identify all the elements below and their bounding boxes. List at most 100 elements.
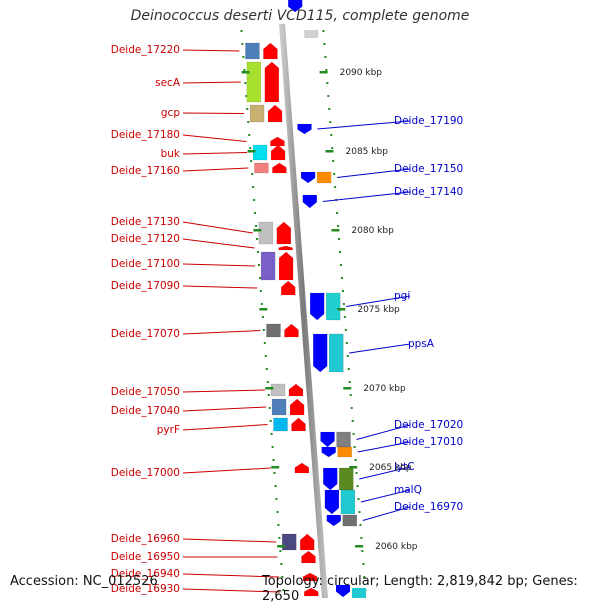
scale-tick [343,387,352,390]
gene-box [270,383,286,397]
tick-dot [273,472,276,474]
scale-tick [259,308,268,311]
forward-gene-arrow [278,245,293,251]
tick-dot [336,212,339,214]
gene-label: Deide_16940 [111,568,180,580]
gene-connector [337,168,411,178]
tick-dot [244,82,247,84]
tick-dot [264,355,267,357]
gene-box [336,431,351,448]
tick-dot [363,576,366,578]
tick-dot [345,342,348,344]
gene-label: Deide_17130 [111,216,180,228]
gene-connector [317,120,411,130]
tick-dot [255,225,258,227]
forward-gene-arrow [302,572,318,582]
tick-dot [257,264,260,266]
tick-dot [254,212,257,214]
gene-box [266,323,281,338]
forward-gene-arrow [267,104,283,123]
tick-dot [256,238,259,240]
tick-dot [270,433,273,435]
gene-connector [182,467,271,474]
gene-box [254,162,269,174]
gene-connector [182,406,267,412]
gene-box [316,171,332,184]
tick-dot [325,69,328,71]
tick-dot [343,316,346,318]
gene-connector [182,538,277,543]
forward-gene-arrow [278,251,294,281]
scale-tick [325,150,334,153]
gene-label: Deide_17020 [394,419,463,431]
gene-connector [356,424,411,440]
gene-label: Deide_16960 [111,533,180,545]
tick-dot [259,290,262,292]
gene-box [273,417,288,432]
gene-connector [182,238,255,249]
tick-dot [326,82,329,84]
gene-box [337,446,352,458]
tick-dot [258,277,261,279]
forward-gene-arrow [270,136,285,147]
forward-gene-arrow [264,61,280,103]
tick-dot [324,56,327,58]
reverse-gene-arrow [297,123,312,135]
tick-dot [333,173,336,175]
gene-box [339,467,354,491]
gene-box [328,333,344,373]
tick-dot [360,537,363,539]
tick-dot [330,134,333,136]
tick-dot [322,30,325,32]
scale-tick [331,229,340,232]
scale-tick [355,545,364,548]
scale-tick [247,150,256,153]
gene-box [340,489,356,515]
accession-text: Accession: NC_012526 [10,574,158,589]
forward-gene-arrow [301,550,316,564]
gene-connector [182,573,280,578]
tick-dot [250,160,253,162]
tick-dot [328,108,331,110]
tick-dot [329,121,332,123]
scale-tick [319,71,328,74]
reverse-gene-arrow [312,333,328,373]
reverse-gene-arrow [335,584,351,598]
gene-connector [182,112,245,114]
scale-label: 2080 kbp [351,226,394,236]
gene-label: Deide_17160 [111,165,180,177]
gene-label: malQ [394,484,422,496]
tick-dot [245,95,248,97]
tick-dot [271,446,274,448]
gene-label: pgi [394,290,410,302]
gene-label: Deide_16970 [394,501,463,513]
gene-box [246,61,262,103]
tick-dot [339,264,342,266]
gene-label: Deide_17150 [394,163,463,175]
gene-connector [182,285,258,289]
gene-box [258,221,274,245]
tick-dot [332,160,335,162]
scale-tick [265,387,274,390]
gene-box [249,104,265,123]
tick-dot [350,407,353,409]
scale-tick [277,545,286,548]
tick-dot [277,524,280,526]
tick-dot [253,199,256,201]
tick-dot [263,342,266,344]
gene-label: Deide_17100 [111,258,180,270]
gene-label: Deide_17010 [394,436,463,448]
tick-dot [342,303,345,305]
tick-dot [341,290,344,292]
scale-tick [253,229,262,232]
scale-tick [349,466,358,469]
scale-label: 2075 kbp [357,305,400,315]
gene-box [304,30,319,38]
reverse-gene-arrow [287,0,303,13]
tick-dot [267,394,270,396]
forward-gene-arrow [281,280,296,296]
tick-dot [247,121,250,123]
tick-dot [240,30,243,32]
tick-dot [348,381,351,383]
